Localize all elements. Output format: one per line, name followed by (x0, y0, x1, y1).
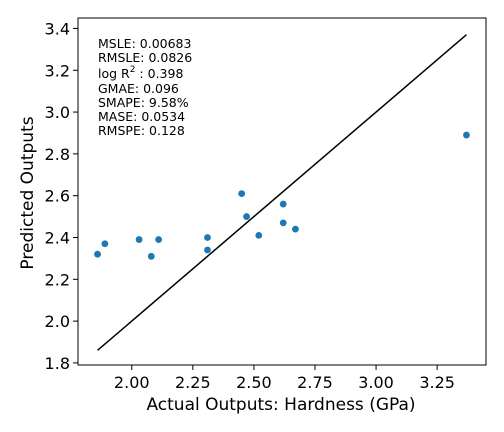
y-axis-label: Predicted Outputs (18, 116, 38, 269)
metric-mase: MASE: 0.0534 (98, 109, 185, 124)
y-tick-label: 2.6 (45, 187, 70, 206)
x-axis-ticks: 2.00 2.25 2.50 2.75 3.00 3.25 (114, 365, 455, 392)
data-point (135, 236, 143, 243)
data-points (94, 131, 470, 260)
data-point (243, 213, 250, 220)
metric-gmae: GMAE: 0.096 (98, 81, 179, 96)
x-tick-label: 2.50 (236, 373, 272, 392)
data-point (279, 219, 287, 227)
y-tick-label: 2.2 (45, 270, 70, 289)
data-point (292, 225, 299, 233)
y-tick-label: 3.0 (45, 103, 70, 122)
y-tick-label: 2.0 (45, 312, 70, 331)
data-point (238, 190, 246, 197)
data-point (147, 252, 155, 260)
data-point (255, 231, 263, 239)
metric-msle: MSLE: 0.00683 (98, 36, 191, 51)
x-tick-label: 2.00 (114, 373, 150, 392)
y-tick-label: 1.8 (45, 354, 70, 373)
metrics-annotation: MSLE: 0.00683 RMSLE: 0.0826 log R2 : 0.3… (98, 36, 192, 138)
metric-rmspe: RMSPE: 0.128 (98, 123, 185, 138)
identity-reference-line (97, 34, 467, 351)
metric-log-r2-superscript: 2 (130, 65, 136, 75)
y-tick-label: 2.8 (45, 145, 70, 164)
data-point (204, 234, 211, 241)
metric-log-r2-value: : 0.398 (135, 66, 183, 81)
x-tick-label: 2.75 (297, 373, 333, 392)
x-tick-label: 3.00 (358, 373, 394, 392)
data-point (279, 200, 287, 208)
data-point (155, 236, 163, 243)
metric-log-r2-prefix: log R (98, 66, 130, 81)
data-point (204, 246, 211, 254)
x-tick-label: 3.25 (419, 373, 455, 392)
metric-smape: SMAPE: 9.58% (98, 95, 189, 110)
y-tick-label: 3.4 (45, 19, 70, 38)
data-point (94, 250, 101, 258)
metric-log-r2: log R2 : 0.398 (98, 65, 183, 81)
data-point (463, 131, 470, 139)
y-tick-label: 2.4 (45, 228, 70, 247)
y-axis-ticks: 1.8 2.0 2.2 2.4 2.6 2.8 3.0 3.2 3.4 (45, 19, 78, 373)
y-tick-label: 3.2 (45, 61, 70, 80)
x-axis-label: Actual Outputs: Hardness (GPa) (146, 395, 415, 415)
x-tick-label: 2.25 (175, 373, 211, 392)
data-point (101, 240, 109, 248)
metric-rmsle: RMSLE: 0.0826 (98, 50, 192, 65)
